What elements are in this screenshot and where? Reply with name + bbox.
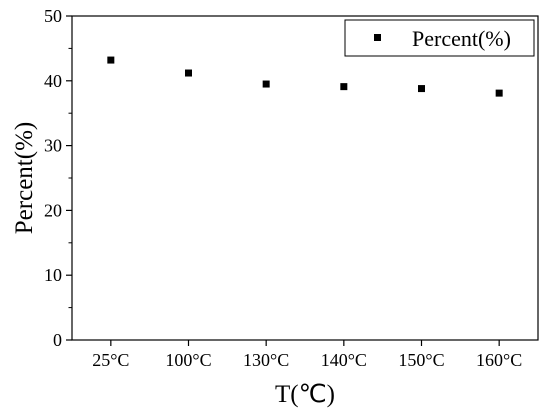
legend-label: Percent(%) <box>412 26 511 51</box>
data-point <box>340 83 348 91</box>
x-tick-label: 100°C <box>165 350 211 370</box>
x-tick-label: 160°C <box>476 350 522 370</box>
x-axis-title: T(℃) <box>275 381 335 408</box>
legend: Percent(%) <box>344 19 535 57</box>
x-tick-label: 150°C <box>398 350 444 370</box>
points-layer <box>107 56 503 97</box>
y-axis-title: Percent(%) <box>11 122 38 234</box>
data-point <box>185 69 192 77</box>
x-tick-label: 140°C <box>321 350 367 370</box>
ticks-layer: 0 10 20 30 40 50 25°C 100°C 130°C 140°C 150°C 160°C <box>44 6 522 370</box>
y-tick-label: 30 <box>44 136 62 156</box>
plot-frame <box>71 15 539 341</box>
x-tick-label: 25°C <box>92 350 129 370</box>
y-tick-label: 40 <box>44 71 62 91</box>
data-point <box>418 85 425 93</box>
legend-marker-square-icon <box>374 34 381 41</box>
x-tick-label: 130°C <box>243 350 289 370</box>
y-tick-label: 50 <box>44 6 62 26</box>
y-tick-label: 10 <box>44 265 62 285</box>
data-point <box>262 80 270 88</box>
data-point <box>495 89 503 97</box>
y-tick-label: 0 <box>53 330 62 350</box>
data-point <box>107 56 115 64</box>
y-tick-label: 20 <box>44 200 62 220</box>
